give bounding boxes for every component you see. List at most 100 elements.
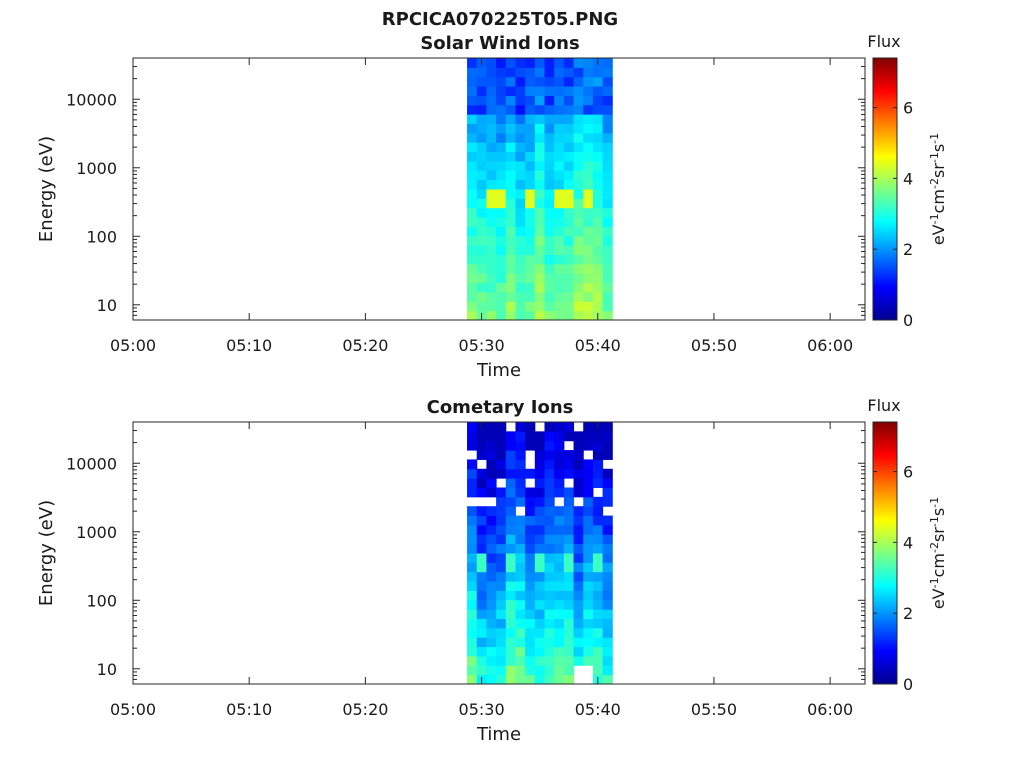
heatmap-cell	[563, 282, 575, 293]
heatmap-cell	[505, 543, 516, 554]
heatmap-cell	[563, 646, 575, 657]
x-tick-label: 05:50	[691, 336, 737, 355]
heatmap-cell	[467, 245, 478, 255]
heatmap-cell	[505, 496, 516, 507]
heatmap-cell	[486, 310, 497, 321]
heatmap-cell	[544, 189, 555, 199]
heatmap-cell	[573, 142, 584, 153]
heatmap-cell	[486, 235, 497, 246]
heatmap-cell	[534, 86, 546, 96]
heatmap-cell	[573, 254, 584, 265]
heatmap-cell	[515, 76, 526, 87]
panel-solar-wind: Solar Wind Ions 05:00 05:10 05:20 05:30 05:4…	[36, 32, 948, 381]
heatmap-cell	[476, 571, 487, 582]
heatmap-cell	[486, 618, 497, 629]
panel2-x-ticks: 05:00 05:10 05:20 05:30 05:40 05:50 06:00	[110, 422, 853, 719]
heatmap-cell	[505, 160, 516, 171]
heatmap-cell	[554, 301, 565, 312]
heatmap-cell	[467, 637, 478, 648]
heatmap-cell	[467, 132, 478, 143]
heatmap-cell	[525, 524, 536, 535]
heatmap-cell	[534, 450, 546, 460]
heatmap-cell	[583, 581, 594, 591]
heatmap-cell	[486, 263, 497, 274]
heatmap-cell	[486, 655, 497, 666]
heatmap-cell	[505, 263, 516, 274]
heatmap-cell	[592, 581, 604, 591]
heatmap-cell	[534, 179, 546, 190]
heatmap-cell	[525, 440, 536, 451]
heatmap-cell	[534, 273, 546, 284]
heatmap-cell	[563, 189, 575, 199]
heatmap-cell	[554, 245, 565, 255]
heatmap-cell	[496, 160, 507, 171]
heatmap-cell	[573, 468, 584, 479]
heatmap-cell	[554, 515, 565, 526]
heatmap-cell	[554, 534, 565, 545]
heatmap-cell	[573, 618, 584, 629]
x-tick-label: 05:00	[110, 336, 156, 355]
heatmap-cell	[554, 524, 565, 535]
heatmap-cell	[554, 189, 565, 199]
heatmap-cell	[515, 627, 526, 638]
heatmap-cell	[554, 235, 565, 246]
heatmap-cell	[602, 132, 613, 143]
heatmap-cell	[534, 543, 546, 554]
heatmap-cell	[467, 76, 478, 87]
heatmap-cell	[592, 151, 604, 162]
heatmap-cell	[602, 431, 613, 442]
heatmap-cell	[544, 114, 555, 124]
heatmap-cell	[467, 468, 478, 479]
heatmap-cell	[515, 291, 526, 302]
heatmap-cell	[515, 450, 526, 460]
heatmap-cell	[592, 123, 604, 134]
heatmap-cell	[583, 291, 594, 302]
heatmap-cell	[505, 637, 516, 648]
heatmap-cell	[476, 207, 487, 218]
heatmap-cell	[496, 534, 507, 545]
heatmap-cell	[486, 170, 497, 181]
heatmap-cell	[515, 207, 526, 218]
heatmap-cell	[592, 114, 604, 124]
heatmap-cell	[467, 67, 478, 78]
heatmap-cell	[602, 674, 613, 685]
heatmap-cell	[583, 496, 594, 507]
colorbar-tick-label: 4	[903, 169, 913, 188]
heatmap-cell	[583, 189, 594, 199]
heatmap-cell	[486, 142, 497, 153]
heatmap-cell	[476, 515, 487, 526]
heatmap-cell	[602, 543, 613, 554]
heatmap-cell	[467, 273, 478, 284]
heatmap-cell	[544, 226, 555, 237]
heatmap-cell	[467, 198, 478, 209]
heatmap-cell	[554, 609, 565, 619]
heatmap-cell	[544, 217, 555, 227]
heatmap-cell	[554, 226, 565, 237]
heatmap-cell	[563, 67, 575, 78]
heatmap-cell	[602, 254, 613, 265]
heatmap-cell	[534, 245, 546, 255]
heatmap-cell	[534, 534, 546, 545]
heatmap-cell	[525, 95, 536, 106]
heatmap-cell	[525, 506, 536, 517]
y-tick-label: 100	[86, 227, 117, 246]
heatmap-cell	[525, 571, 536, 582]
heatmap-cell	[496, 459, 507, 470]
heatmap-cell	[602, 478, 613, 488]
heatmap-cell	[544, 170, 555, 181]
heatmap-cell	[534, 581, 546, 591]
heatmap-cell	[515, 198, 526, 209]
heatmap-cell	[602, 104, 613, 115]
heatmap-cell	[486, 637, 497, 648]
heatmap-cell	[592, 562, 604, 573]
heatmap-cell	[525, 646, 536, 657]
heatmap-cell	[525, 254, 536, 265]
heatmap-cell	[467, 282, 478, 293]
heatmap-cell	[573, 590, 584, 601]
panel-cometary: Cometary Ions 05:00 05:10 05:20 05:30 05:40 0…	[36, 396, 948, 745]
heatmap-cell	[602, 440, 613, 451]
heatmap-cell	[525, 189, 536, 199]
heatmap-cell	[554, 132, 565, 143]
heatmap-cell	[563, 132, 575, 143]
panel1-y-label: Energy (eV)	[36, 136, 57, 242]
